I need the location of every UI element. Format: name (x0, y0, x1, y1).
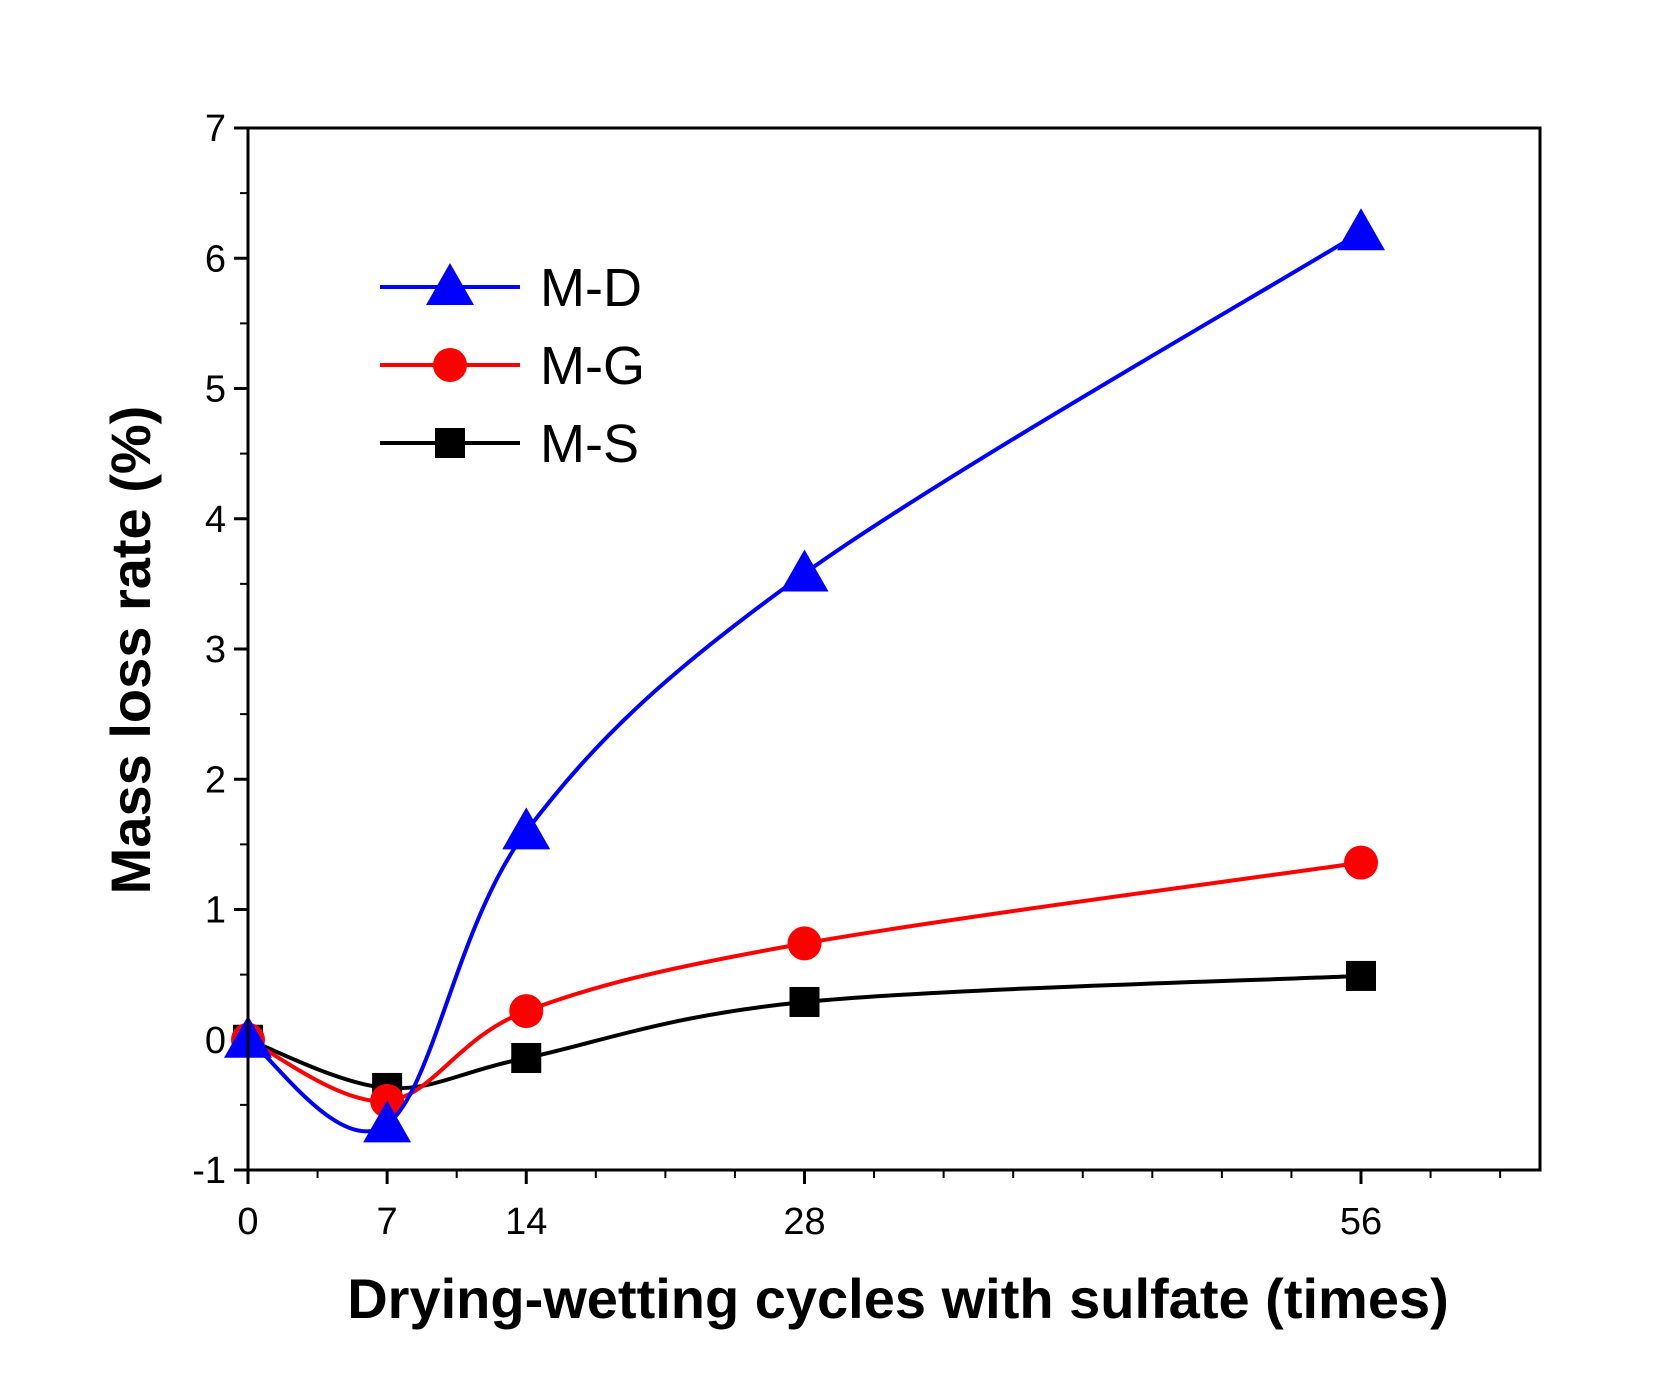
legend-marker-m-d (426, 263, 474, 305)
legend-label-m-g: M-G (540, 336, 645, 396)
y-tick-label: 5 (205, 369, 226, 411)
series-m-s (233, 960, 1376, 1103)
y-tick-label: -1 (192, 1150, 226, 1192)
y-tick-label: 1 (205, 890, 226, 932)
y-tick-label: 3 (205, 629, 226, 671)
x-tick-label: 28 (783, 1201, 825, 1243)
y-tick-label: 7 (205, 108, 226, 150)
x-tick-label: 56 (1340, 1201, 1382, 1243)
legend-marker-m-g (433, 348, 467, 382)
legend-entry-m-g: M-G (380, 336, 645, 396)
legend-label-m-s: M-S (540, 414, 639, 474)
y-tick-label: 2 (205, 759, 226, 801)
legend: M-D M-G M-S (380, 258, 645, 474)
data-point-m-s (511, 1042, 542, 1073)
x-axis-title: Drying-wetting cycles with sulfate (time… (347, 1267, 1449, 1330)
data-point-m-g (509, 994, 544, 1029)
y-tick-label: 4 (205, 499, 226, 541)
data-point-m-d (502, 807, 551, 850)
data-point-m-d (1337, 208, 1385, 251)
series-layer (224, 208, 1385, 1143)
legend-entry-m-s: M-S (380, 414, 639, 474)
x-tick-label: 0 (237, 1201, 258, 1243)
data-point-m-g (1344, 845, 1378, 880)
x-tick-label: 7 (377, 1201, 398, 1243)
data-point-m-s (789, 986, 820, 1017)
series-line-m-s (247, 973, 1362, 1091)
legend-entry-m-d: M-D (380, 258, 642, 318)
legend-label-m-d: M-D (540, 258, 642, 318)
data-point-m-g (787, 926, 822, 961)
data-point-m-s (1346, 960, 1376, 991)
x-tick-label: 14 (505, 1201, 547, 1243)
y-tick-label: 6 (205, 238, 226, 280)
y-tick-label: 0 (205, 1020, 226, 1062)
plot-frame (246, 126, 1542, 1172)
legend-marker-m-s (435, 428, 465, 458)
data-point-m-d (363, 1100, 412, 1143)
data-point-m-d (780, 549, 829, 592)
y-axis-title: Mass loss rate (%) (99, 406, 162, 895)
